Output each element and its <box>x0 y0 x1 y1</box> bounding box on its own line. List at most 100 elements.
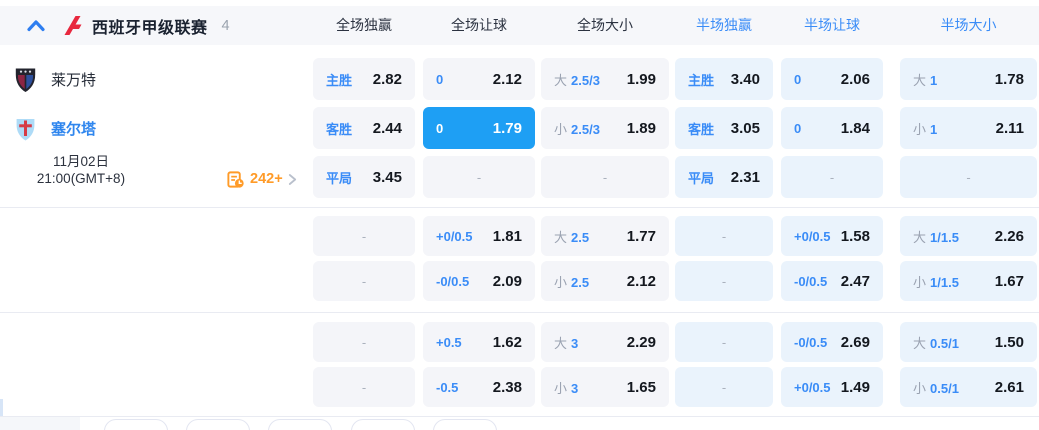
ou-line: 0.5/1 <box>930 335 959 351</box>
odds-cell[interactable]: 0 2.06 <box>781 58 883 100</box>
odds-value: 2.12 <box>492 70 522 88</box>
odds-cell: - <box>313 216 415 256</box>
ou-direction: 小 <box>554 380 568 396</box>
partial-pill-button[interactable] <box>186 419 250 430</box>
odds-value: 1.67 <box>994 272 1024 290</box>
odds-value: 2.31 <box>730 168 760 186</box>
next-section-panel <box>0 417 80 430</box>
odds-cell: - <box>313 367 415 407</box>
odds-value: 1.58 <box>840 227 870 245</box>
odds-cell[interactable]: 0 1.79 <box>423 107 535 149</box>
no-odds-dash: - <box>361 228 367 244</box>
ou-direction: 小 <box>913 121 927 137</box>
ou-label: 小 0.5/1 <box>913 378 959 397</box>
odds-cell[interactable]: 平局 2.31 <box>675 156 773 198</box>
odds-cell[interactable]: -0/0.5 2.47 <box>781 261 883 301</box>
odds-cell[interactable]: +0/0.5 1.58 <box>781 216 883 256</box>
ou-direction: 小 <box>913 274 927 290</box>
odds-cell[interactable]: +0.5 1.62 <box>423 322 535 362</box>
markets-count: 242+ <box>250 171 283 187</box>
odds-cell[interactable]: 大 1 1.78 <box>900 58 1037 100</box>
partial-pill-button[interactable] <box>104 419 168 430</box>
odds-value: 1.99 <box>626 70 656 88</box>
partial-pill-button[interactable] <box>433 419 497 430</box>
no-odds-dash: - <box>966 169 971 185</box>
levante-crest-icon <box>15 68 36 92</box>
odds-cell[interactable]: 大 0.5/1 1.50 <box>900 322 1037 362</box>
odds-cell[interactable]: 主胜 3.40 <box>675 58 773 100</box>
odds-cell: - <box>675 367 773 407</box>
odds-cell: - <box>541 156 669 198</box>
ou-line: 2.5 <box>571 229 590 245</box>
league-match-count: 4 <box>221 17 230 34</box>
no-odds-dash: - <box>361 379 367 395</box>
ou-line: 1/1.5 <box>930 229 959 245</box>
chevron-up-icon[interactable] <box>26 18 46 33</box>
ou-direction: 大 <box>554 335 568 351</box>
odds-cell[interactable]: 客胜 2.44 <box>313 107 415 149</box>
odds-cell[interactable]: -0/0.5 2.09 <box>423 261 535 301</box>
away-team-row[interactable]: 塞尔塔 <box>0 107 305 149</box>
odds-cell[interactable]: 小 1/1.5 1.67 <box>900 261 1037 301</box>
partial-pill-button[interactable] <box>268 419 332 430</box>
odds-value: 2.29 <box>626 333 656 351</box>
odds-value: 1.65 <box>626 378 656 396</box>
ou-line: 2.5 <box>571 274 590 290</box>
no-odds-dash: - <box>721 273 727 289</box>
ou-direction: 大 <box>913 335 927 351</box>
odds-value: 2.47 <box>840 272 870 290</box>
odds-cell[interactable]: 大 2.5/3 1.99 <box>541 58 669 100</box>
odds-value: 2.09 <box>492 272 522 290</box>
ou-direction: 大 <box>554 72 568 88</box>
match-time: 21:00(GMT+8) <box>36 171 126 186</box>
odds-label: 主胜 <box>326 72 353 88</box>
odds-cell[interactable]: 大 3 2.29 <box>541 322 669 362</box>
odds-cell: - <box>423 156 535 198</box>
odds-cell[interactable]: 客胜 3.05 <box>675 107 773 149</box>
odds-cell[interactable]: +0/0.5 1.81 <box>423 216 535 256</box>
more-markets-link[interactable]: 242+ <box>226 169 297 189</box>
no-odds-dash: - <box>361 273 367 289</box>
odds-cell[interactable]: 平局 3.45 <box>313 156 415 198</box>
odds-cell[interactable]: 小 2.5 2.12 <box>541 261 669 301</box>
divider <box>0 207 1039 208</box>
column-header: 全场独赢 <box>336 17 392 33</box>
odds-value: 2.44 <box>372 119 402 137</box>
odds-cell[interactable]: 主胜 2.82 <box>313 58 415 100</box>
no-odds-dash: - <box>721 334 727 350</box>
odds-cell: - <box>313 322 415 362</box>
ou-line: 1/1.5 <box>930 274 959 290</box>
divider <box>0 416 1039 417</box>
odds-label: -0.5 <box>436 379 459 395</box>
odds-cell[interactable]: 小 0.5/1 2.61 <box>900 367 1037 407</box>
league-header-bar: 西班牙甲级联赛 4 <box>0 6 1039 45</box>
ou-line: 2.5/3 <box>571 121 600 137</box>
odds-label: +0.5 <box>436 334 462 350</box>
home-team-row[interactable]: 莱万特 <box>0 58 305 100</box>
odds-cell[interactable]: -0.5 2.38 <box>423 367 535 407</box>
odds-label: 0 <box>436 120 444 136</box>
ou-direction: 小 <box>913 380 927 396</box>
column-header: 半场独赢 <box>696 17 752 33</box>
odds-cell[interactable]: 小 1 2.11 <box>900 107 1037 149</box>
partial-pill-button[interactable] <box>351 419 415 430</box>
odds-label: 客胜 <box>688 121 715 137</box>
ou-direction: 小 <box>554 274 568 290</box>
odds-value: 2.61 <box>994 378 1024 396</box>
ou-direction: 大 <box>913 229 927 245</box>
no-odds-dash: - <box>721 228 727 244</box>
odds-value: 1.78 <box>994 70 1024 88</box>
odds-cell[interactable]: 小 2.5/3 1.89 <box>541 107 669 149</box>
odds-cell[interactable]: 0 1.84 <box>781 107 883 149</box>
ou-label: 大 2.5 <box>554 227 589 246</box>
odds-label: +0/0.5 <box>794 228 831 244</box>
odds-cell[interactable]: 小 3 1.65 <box>541 367 669 407</box>
odds-cell[interactable]: -0/0.5 2.69 <box>781 322 883 362</box>
odds-value: 2.69 <box>840 333 870 351</box>
odds-cell[interactable]: 0 2.12 <box>423 58 535 100</box>
column-header: 半场大小 <box>940 17 997 33</box>
odds-cell[interactable]: +0/0.5 1.49 <box>781 367 883 407</box>
odds-cell[interactable]: 大 2.5 1.77 <box>541 216 669 256</box>
odds-cell[interactable]: 大 1/1.5 2.26 <box>900 216 1037 256</box>
